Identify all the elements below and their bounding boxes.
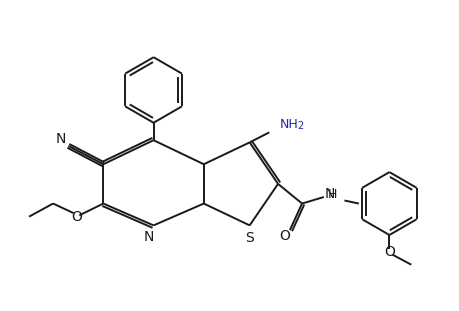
Text: O: O — [72, 210, 82, 224]
Text: O: O — [383, 244, 394, 258]
Text: N: N — [56, 132, 66, 146]
Text: N: N — [324, 187, 334, 202]
Text: O: O — [279, 229, 290, 243]
Text: H: H — [327, 188, 336, 201]
Text: N: N — [143, 230, 153, 244]
Text: 2: 2 — [296, 121, 302, 131]
Text: NH: NH — [280, 118, 298, 131]
Text: S: S — [245, 231, 253, 245]
